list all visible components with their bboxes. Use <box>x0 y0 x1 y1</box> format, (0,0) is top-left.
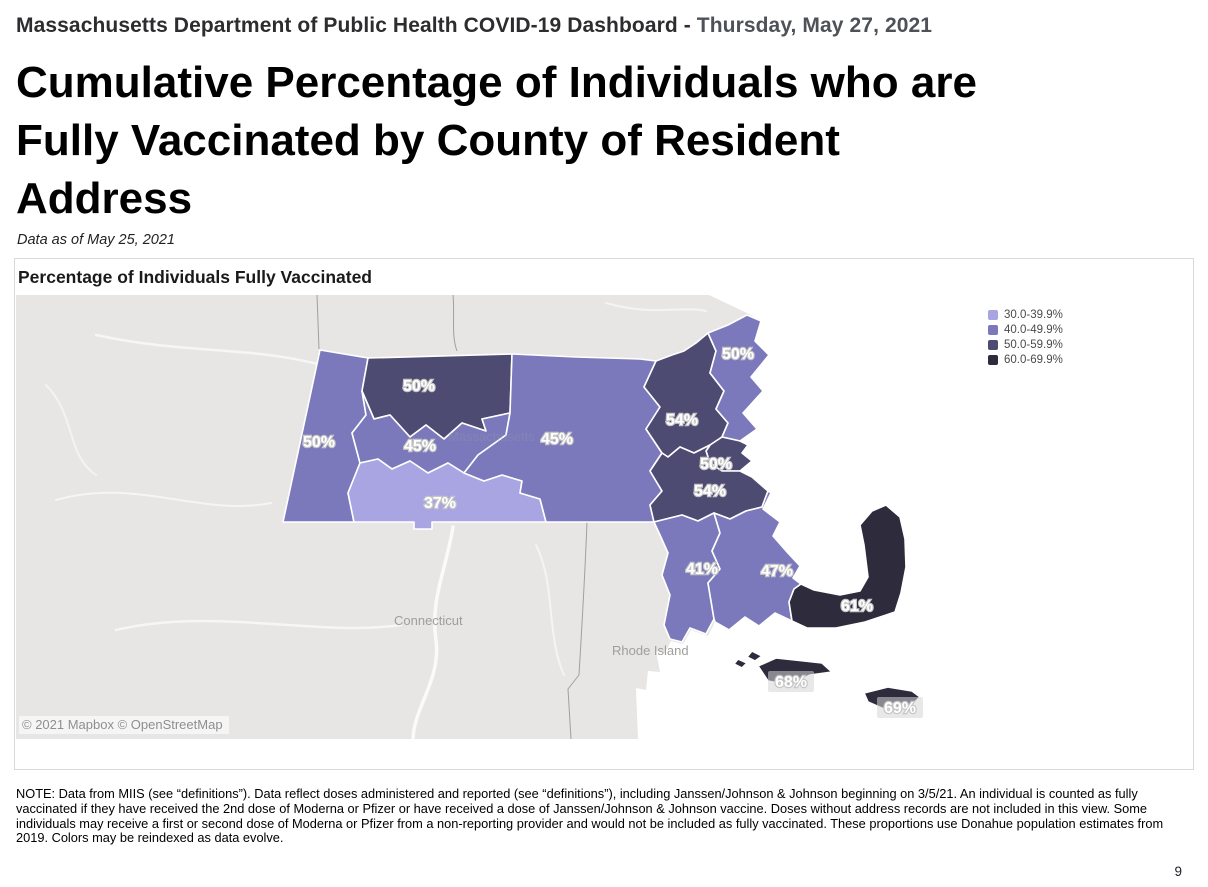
viz-panel: Percentage of Individuals Fully Vaccinat… <box>14 258 1194 770</box>
viz-panel-title: Percentage of Individuals Fully Vaccinat… <box>18 267 372 287</box>
ct-ri-border-line <box>567 521 588 739</box>
county-label-berkshire: 50% <box>303 434 335 451</box>
page-title-line-1: Cumulative Percentage of Individuals who… <box>16 58 977 107</box>
county-label-nantucket: 69% <box>884 700 916 717</box>
map-canvas[interactable]: Connecticut Rhode Island Massachusetts 5… <box>16 295 1192 739</box>
legend-item[interactable]: 40.0-49.9% <box>988 324 1063 336</box>
elizabeth-islands[interactable] <box>746 650 763 662</box>
choropleth-map[interactable]: Connecticut Rhode Island Massachusetts 5… <box>16 295 1192 739</box>
county-label-hampshire: 45% <box>404 438 436 455</box>
county-label-worcester: 45% <box>541 431 573 448</box>
river-line <box>114 619 403 632</box>
vt-nh-border-line <box>452 295 458 352</box>
river-line <box>605 302 707 312</box>
county-label-essex: 50% <box>722 346 754 363</box>
county-label-nantucket-group: 69% <box>877 697 923 718</box>
legend-swatch <box>988 310 998 320</box>
county-label-middlesex: 54% <box>666 412 698 429</box>
legend-label: 50.0-59.9% <box>1004 339 1063 351</box>
massachusetts-label: Massachusetts <box>448 429 535 444</box>
map-legend: 30.0-39.9% 40.0-49.9% 50.0-59.9% 60.0-69… <box>988 309 1063 366</box>
legend-label: 30.0-39.9% <box>1004 309 1063 321</box>
county-label-plymouth: 47% <box>761 563 793 580</box>
page-title-line-3: Address <box>16 174 193 223</box>
county-label-norfolk: 54% <box>694 483 726 500</box>
county-label-bristol: 41% <box>686 561 718 578</box>
report-header-date: Thursday, May 27, 2021 <box>696 14 933 37</box>
county-essex[interactable] <box>707 314 770 442</box>
report-header-title: Massachusetts Department of Public Healt… <box>16 14 691 37</box>
county-barnstable[interactable] <box>788 504 907 629</box>
county-bristol[interactable] <box>653 512 721 643</box>
river-line <box>55 491 272 507</box>
county-value-labels: 50% 50% 45% 37% 45% 54% 50% 50% 54% 41% … <box>302 345 923 718</box>
report-header: Massachusetts Department of Public Healt… <box>16 14 1192 38</box>
footnote: NOTE: Data from MIIS (see “definitions”)… <box>16 786 1164 846</box>
connecticut-label: Connecticut <box>394 613 463 628</box>
legend-item[interactable]: 60.0-69.9% <box>988 354 1063 366</box>
county-label-dukes: 68% <box>775 674 807 691</box>
county-label-barnstable: 61% <box>841 598 873 615</box>
county-label-hampden: 37% <box>424 495 456 512</box>
state-borders <box>316 295 588 739</box>
legend-swatch <box>988 325 998 335</box>
rhode-island-label: Rhode Island <box>612 643 689 658</box>
river-line <box>45 384 97 476</box>
legend-swatch <box>988 355 998 365</box>
ny-vt-border-line <box>316 295 320 350</box>
legend-item[interactable]: 30.0-39.9% <box>988 309 1063 321</box>
dashboard-page: Massachusetts Department of Public Healt… <box>14 14 1194 879</box>
legend-swatch <box>988 340 998 350</box>
county-label-dukes-group: 68% <box>768 671 814 692</box>
legend-label: 60.0-69.9% <box>1004 354 1063 366</box>
page-title-line-2: Fully Vaccinated by County of Resident <box>16 116 840 165</box>
county-label-suffolk: 50% <box>700 456 732 473</box>
page-title: Cumulative Percentage of Individuals who… <box>16 54 1192 228</box>
data-as-of-caption: Data as of May 25, 2021 <box>17 232 175 248</box>
county-label-franklin: 50% <box>403 378 435 395</box>
map-attribution[interactable]: © 2021 Mapbox © OpenStreetMap <box>19 716 229 734</box>
legend-label: 40.0-49.9% <box>1004 324 1063 336</box>
connecticut-river <box>411 525 455 739</box>
county-layer <box>282 314 921 710</box>
page-number: 9 <box>1174 864 1182 879</box>
elizabeth-islands[interactable] <box>733 658 748 669</box>
boston-harbor <box>752 434 783 480</box>
river-line <box>535 544 565 676</box>
legend-item[interactable]: 50.0-59.9% <box>988 339 1063 351</box>
